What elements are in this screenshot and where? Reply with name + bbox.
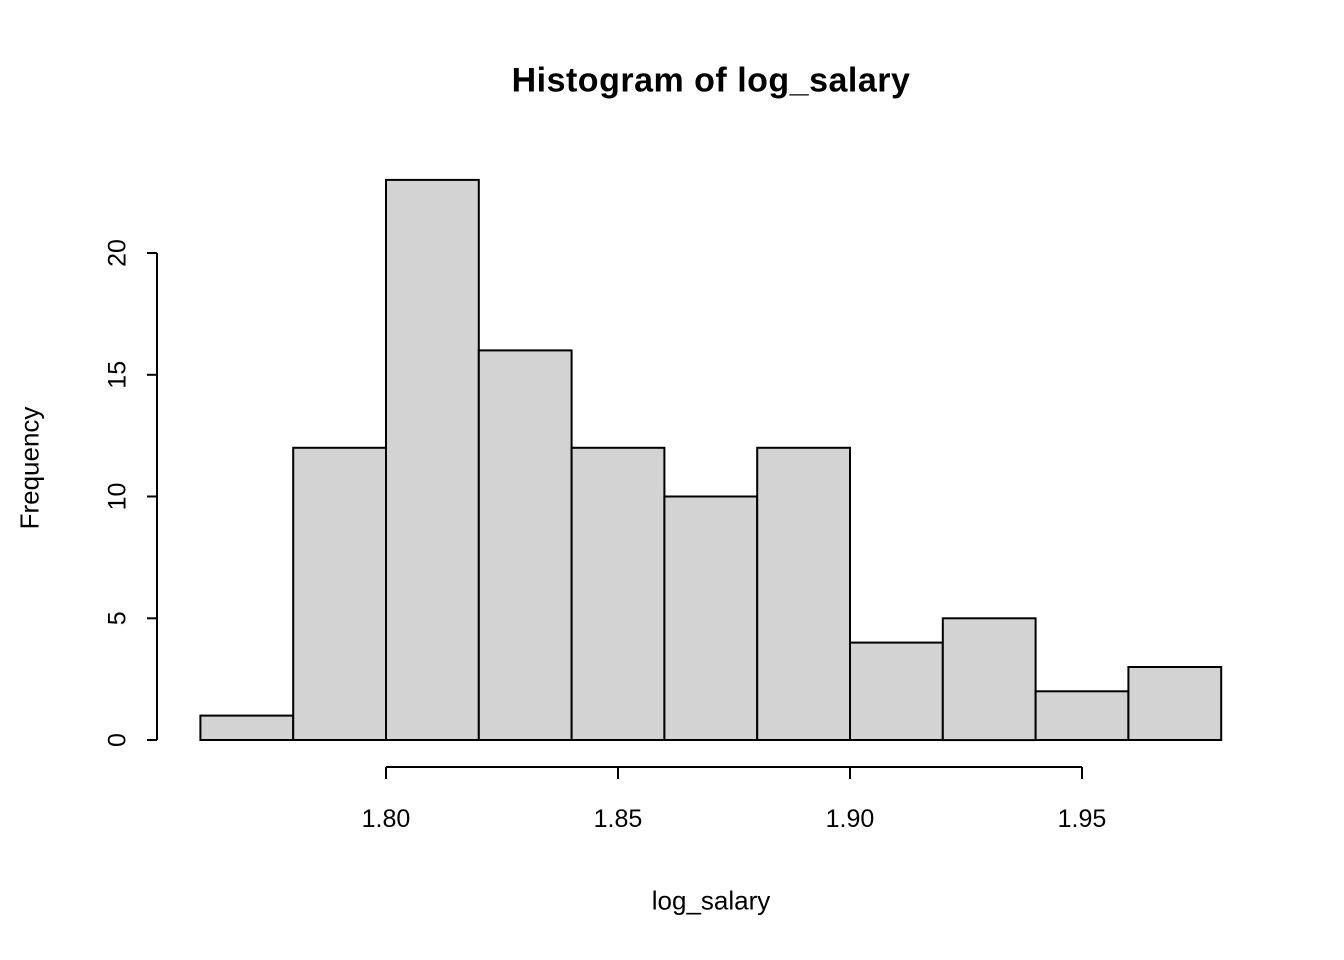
y-tick-label: 20 bbox=[104, 239, 132, 267]
x-tick-label: 1.85 bbox=[594, 805, 643, 833]
histogram-bar bbox=[849, 641, 944, 741]
y-tick-label: 10 bbox=[104, 483, 132, 511]
histogram-bar bbox=[385, 178, 480, 741]
histogram-bar bbox=[199, 714, 295, 741]
histogram-bar bbox=[292, 446, 388, 741]
histogram-bar bbox=[477, 349, 573, 741]
histogram-bar bbox=[1127, 666, 1223, 741]
histogram-bar bbox=[941, 617, 1037, 742]
x-tick-label: 1.80 bbox=[362, 805, 411, 833]
x-tick-label: 1.95 bbox=[1058, 805, 1107, 833]
chart-title: Histogram of log_salary bbox=[511, 61, 911, 100]
x-tick-label: 1.90 bbox=[826, 805, 875, 833]
x-axis: 1.80 1.85 1.90 1.95 bbox=[362, 766, 1107, 833]
histogram-bar bbox=[663, 495, 759, 741]
y-tick-label: 5 bbox=[104, 611, 132, 625]
histogram-bar bbox=[1034, 690, 1130, 741]
histogram-bars bbox=[199, 178, 1223, 742]
y-axis-title: Frequency bbox=[14, 406, 45, 530]
y-axis: 0 5 10 15 20 bbox=[104, 239, 158, 747]
x-axis-title: log_salary bbox=[651, 885, 771, 916]
histogram-bar bbox=[756, 446, 852, 741]
y-tick-label: 15 bbox=[104, 361, 132, 389]
histogram-bar bbox=[570, 446, 666, 741]
y-tick-label: 0 bbox=[104, 733, 132, 747]
